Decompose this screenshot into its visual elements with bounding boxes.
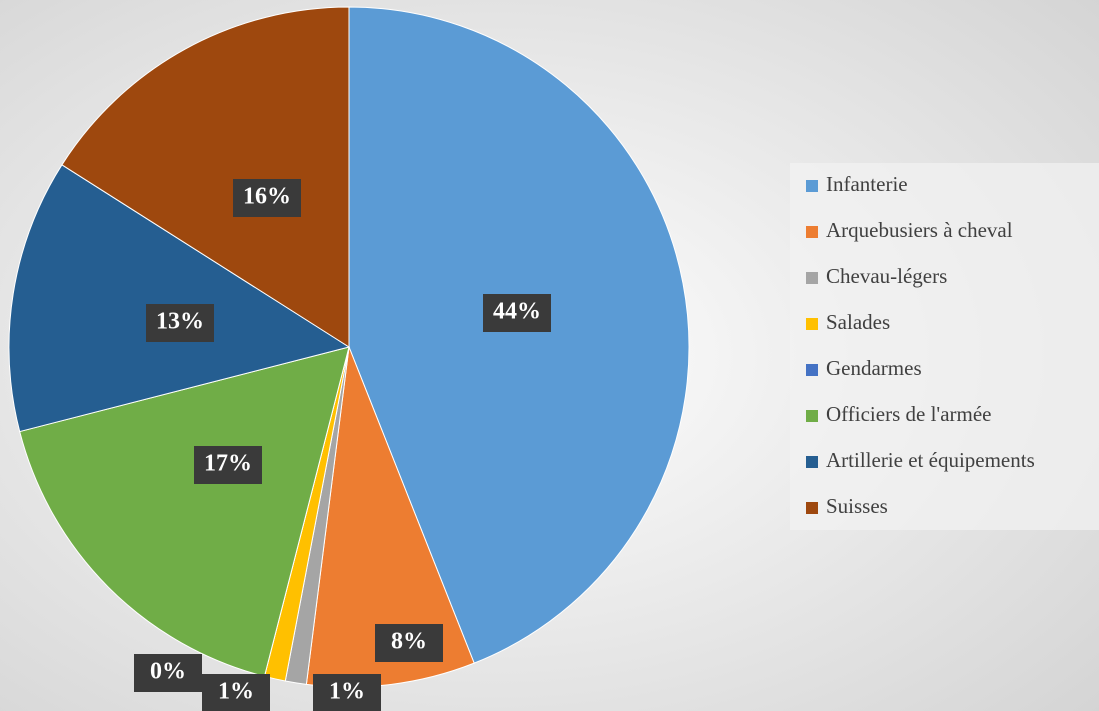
legend-swatch xyxy=(806,364,818,376)
data-label: 8% xyxy=(391,629,427,655)
data-label: 1% xyxy=(218,679,254,705)
legend-label: Officiers de l'armée xyxy=(826,402,991,426)
pie-slice xyxy=(8,164,351,433)
legend-label: Arquebusiers à cheval xyxy=(826,218,1013,242)
legend-swatch xyxy=(806,272,818,284)
legend-label: Artillerie et équipements xyxy=(826,448,1035,472)
legend-box xyxy=(790,163,1099,530)
pie-slice xyxy=(61,6,350,348)
legend-swatch xyxy=(806,502,818,514)
data-label-box xyxy=(134,654,202,692)
data-label-box xyxy=(483,294,551,332)
data-label-box xyxy=(202,674,270,711)
pie-slice xyxy=(19,346,350,677)
data-label: 1% xyxy=(329,679,365,705)
legend-swatch xyxy=(806,318,818,330)
legend-label: Suisses xyxy=(826,494,888,518)
data-label: 16% xyxy=(243,184,291,210)
data-label: 17% xyxy=(204,451,252,477)
legend-swatch xyxy=(806,456,818,468)
legend-label: Salades xyxy=(826,310,890,334)
legend-swatch xyxy=(806,410,818,422)
pie-slice xyxy=(348,6,690,664)
data-label-box xyxy=(313,674,381,711)
legend-swatch xyxy=(806,180,818,192)
data-label-box xyxy=(194,446,262,484)
data-label-box xyxy=(375,624,443,662)
legend-label: Gendarmes xyxy=(826,356,922,380)
legend-label: Infanterie xyxy=(826,172,908,196)
data-label-box xyxy=(146,304,214,342)
data-label: 13% xyxy=(156,309,204,335)
data-label: 44% xyxy=(493,299,541,325)
legend-label: Chevau-légers xyxy=(826,264,947,288)
legend-swatch xyxy=(806,226,818,238)
data-label-box xyxy=(233,179,301,217)
data-label: 0% xyxy=(150,659,186,685)
